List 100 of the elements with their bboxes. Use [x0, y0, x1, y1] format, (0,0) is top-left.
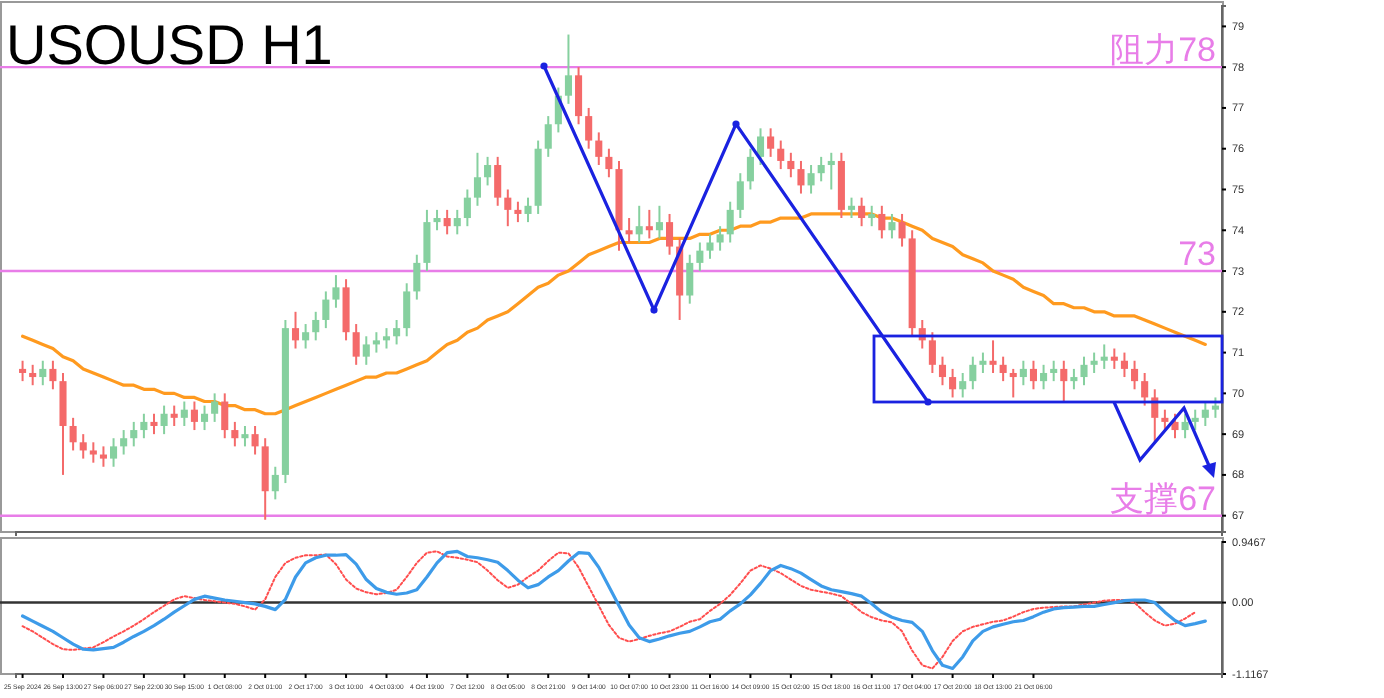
candlestick — [756, 127, 765, 167]
candlestick — [686, 253, 694, 305]
candlestick — [575, 66, 583, 126]
candlestick — [170, 404, 178, 427]
candlestick — [564, 33, 572, 105]
candlestick — [989, 339, 997, 374]
candlestick — [271, 465, 279, 501]
candlestick — [211, 392, 219, 423]
candlestick — [190, 400, 198, 432]
candlestick — [453, 208, 461, 236]
candlestick — [362, 335, 370, 366]
candlestick — [433, 208, 441, 232]
candlestick — [1090, 351, 1098, 374]
candlestick — [1080, 355, 1088, 387]
candlestick — [928, 331, 936, 374]
candlestick — [746, 147, 754, 191]
candlestick — [807, 164, 815, 195]
candlestick — [868, 204, 876, 228]
candlestick — [726, 200, 734, 244]
candlestick — [29, 363, 37, 387]
candlestick — [180, 400, 188, 427]
candlestick — [463, 188, 471, 228]
candlestick — [1009, 367, 1017, 399]
candlestick — [827, 151, 835, 191]
candlestick — [999, 355, 1007, 383]
candlestick — [1110, 347, 1118, 370]
candlestick — [777, 139, 785, 171]
candlestick — [39, 359, 47, 387]
candlestick — [160, 404, 168, 436]
candlestick — [241, 424, 249, 448]
candlestick — [969, 355, 977, 391]
candlestick — [200, 404, 209, 432]
candlestick — [150, 412, 158, 436]
candlestick — [1201, 400, 1209, 427]
candlestick — [1040, 363, 1048, 391]
candlestick — [858, 196, 866, 228]
ref-line-label: 支撑67 — [1110, 479, 1216, 518]
candlestick — [120, 429, 128, 456]
candlestick — [221, 392, 229, 440]
candlestick — [1181, 412, 1189, 440]
candlestick — [352, 323, 360, 366]
candlestick — [1161, 408, 1169, 432]
candlestick — [645, 208, 653, 240]
candlestick — [69, 416, 77, 452]
candlestick — [302, 323, 310, 350]
candlestick — [484, 155, 492, 187]
candlestick — [1141, 371, 1149, 407]
candlestick — [443, 208, 451, 236]
candlestick — [605, 147, 613, 179]
candlestick — [494, 155, 502, 207]
candlestick — [291, 310, 300, 350]
candlestick — [130, 420, 138, 448]
candlestick — [655, 204, 663, 240]
candlestick — [423, 208, 431, 273]
candlestick — [847, 196, 856, 220]
candlestick — [89, 441, 97, 464]
candlestick — [625, 217, 633, 244]
candlestick — [888, 212, 896, 240]
candlestick — [878, 204, 886, 240]
candlestick — [635, 204, 643, 244]
candlestick — [332, 274, 340, 309]
candlestick — [1120, 351, 1128, 379]
candlestick — [1070, 367, 1078, 391]
candlestick — [1151, 388, 1159, 444]
candlestick — [959, 371, 967, 399]
candlestick — [696, 241, 704, 273]
candlestick — [140, 412, 148, 440]
candlestick — [19, 359, 27, 383]
candlestick — [403, 282, 411, 338]
candlestick — [817, 155, 825, 183]
ref-line-label: 73 — [1178, 235, 1216, 274]
candlestick — [1050, 359, 1058, 383]
candlestick — [544, 115, 552, 158]
ref-line-label: 阻力78 — [1110, 31, 1216, 70]
candlestick — [322, 290, 330, 330]
candlestick — [1211, 396, 1219, 419]
candlestick — [706, 233, 714, 260]
candlestick — [938, 355, 947, 387]
candlestick — [514, 200, 522, 224]
candlestick — [797, 159, 805, 195]
candlestick — [504, 188, 512, 228]
candlestick — [595, 131, 603, 167]
candlestick — [1029, 359, 1038, 391]
candlestick — [59, 371, 67, 476]
candlestick — [898, 212, 906, 248]
candlestick — [979, 351, 987, 374]
candlestick — [524, 196, 532, 224]
candlestick — [382, 327, 391, 350]
candlestick — [79, 433, 87, 460]
candlestick — [736, 172, 744, 220]
candlestick — [1171, 412, 1179, 440]
candlestick — [949, 367, 957, 399]
chart-title: USOUSD H1 — [6, 14, 333, 76]
candlestick — [1131, 359, 1139, 391]
candlestick — [473, 151, 482, 207]
candlestick — [110, 437, 118, 468]
candlestick — [251, 424, 259, 456]
candlestick — [1191, 408, 1199, 432]
candlestick — [716, 225, 724, 252]
candlestick — [1100, 343, 1108, 370]
